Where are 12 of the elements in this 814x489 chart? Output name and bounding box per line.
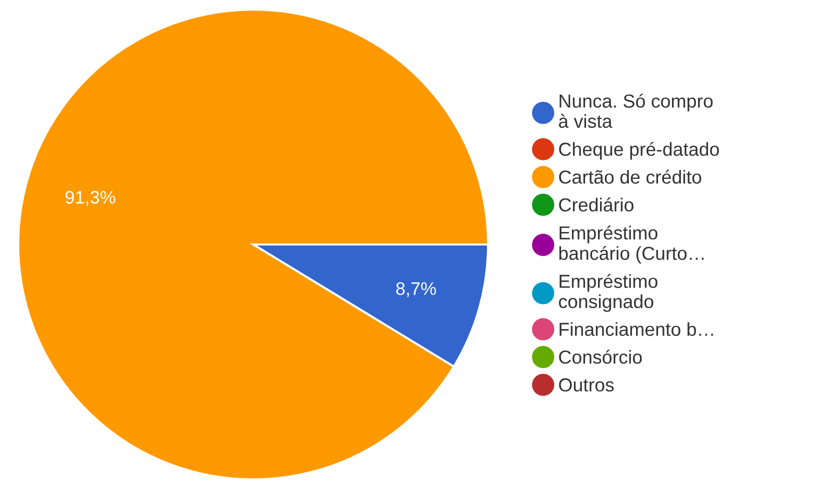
legend-label: Cartão de crédito <box>559 170 702 184</box>
legend-label: Empréstimo consignado <box>558 274 658 312</box>
legend-label: Empréstimo bancário (Curto… <box>559 226 704 264</box>
legend-label: Consórcio <box>559 350 642 364</box>
pie-slice <box>17 8 490 480</box>
data-label: 91,3% <box>66 190 116 206</box>
legend-label: Financiamento b… <box>560 322 713 336</box>
data-label: 8,7% <box>396 282 436 298</box>
legend-label: Crediário <box>559 198 634 212</box>
legend-label: Outros <box>559 378 614 392</box>
legend-label: Cheque pré-datado <box>559 142 719 160</box>
legend-label: Nunca. Só compro à vista <box>558 94 713 128</box>
